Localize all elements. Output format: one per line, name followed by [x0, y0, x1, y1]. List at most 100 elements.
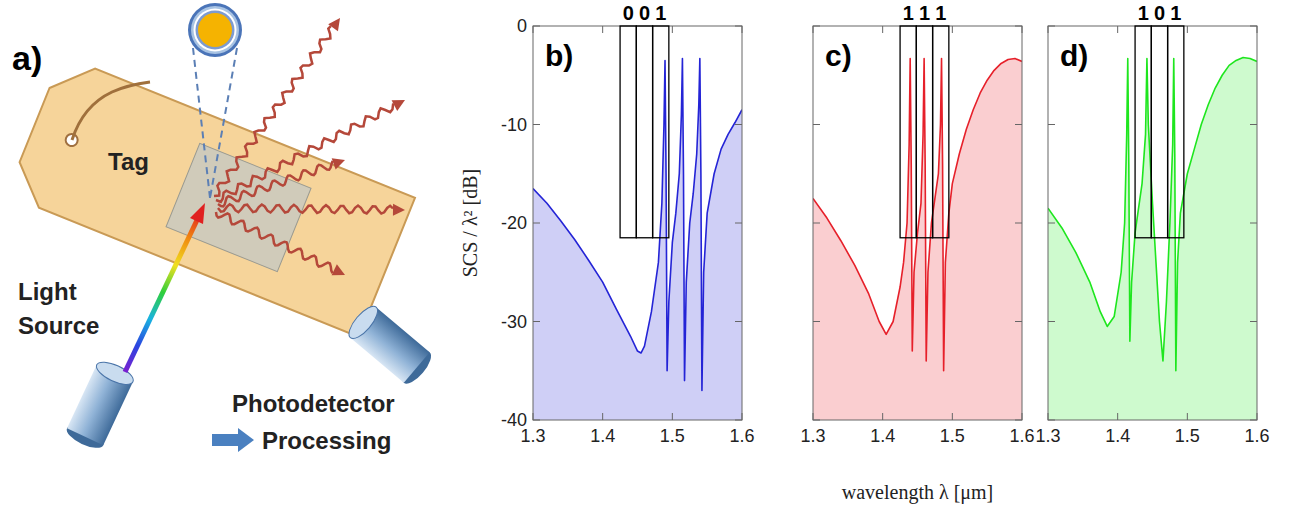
y-tick: [533, 420, 540, 421]
curve: [813, 59, 1022, 371]
x-tick: [672, 413, 673, 420]
scattered-wave: [218, 204, 393, 213]
y-tick: [1250, 321, 1257, 322]
x-tick: [1187, 413, 1188, 420]
bit-label: 0: [623, 2, 634, 24]
wave-head: [392, 100, 405, 111]
x-tick: [1048, 26, 1049, 33]
x-tick: [602, 413, 603, 420]
x-tick: [952, 413, 953, 420]
chart: 1.31.41.51.6111c)wavelength λ [μm]: [800, 2, 1034, 504]
bit-window: [916, 26, 932, 238]
y-tick: [1015, 321, 1022, 322]
y-tick: [533, 321, 540, 322]
y-tick: [813, 223, 820, 224]
x-tick-label: 1.3: [800, 426, 825, 446]
x-tick-label: 1.5: [1175, 426, 1200, 446]
x-tick: [952, 26, 953, 33]
x-tick: [1022, 413, 1023, 420]
particle-shell: [194, 9, 237, 52]
plot-area: [813, 59, 1022, 421]
area-fill: [533, 59, 742, 421]
tag-hole: [64, 132, 80, 148]
bit-window: [900, 26, 916, 238]
particle-shell: [196, 11, 235, 50]
x-tick: [1117, 26, 1118, 33]
x-tick: [742, 26, 743, 33]
bit-window: [1168, 26, 1184, 238]
y-tick: [1048, 321, 1055, 322]
y-tick: [1015, 124, 1022, 125]
x-tick: [882, 26, 883, 33]
bit-label: 1: [655, 2, 666, 24]
bit-window: [933, 26, 949, 238]
y-tick: [813, 321, 820, 322]
bit-label: 1: [1170, 2, 1181, 24]
x-tick: [533, 413, 534, 420]
figure: Taga)LightSourcePhotodetectorProcessing1…: [0, 0, 1291, 512]
y-tick: [1048, 223, 1055, 224]
wave-head: [332, 264, 345, 275]
x-tick-label: 1.4: [1105, 426, 1130, 446]
wave-head: [393, 204, 405, 216]
x-tick-label: 1.6: [1244, 426, 1269, 446]
frame: [813, 26, 1022, 420]
diagram: Taga)LightSourcePhotodetectorProcessing: [6, 3, 435, 454]
y-tick: [1048, 26, 1055, 27]
chart: 1.31.41.51.6-40-30-20-100001b)SCS / λ² […: [459, 2, 755, 446]
x-tick: [602, 26, 603, 33]
plot-area: [1048, 58, 1257, 420]
y-tick: [533, 223, 540, 224]
x-tick: [1257, 26, 1258, 33]
panel-label: c): [825, 39, 852, 72]
x-tick: [533, 26, 534, 33]
x-tick: [1257, 413, 1258, 420]
y-tick: [1250, 420, 1257, 421]
photodetector: [344, 302, 436, 388]
x-tick: [813, 413, 814, 420]
y-axis-title: SCS / λ² [dB]: [459, 169, 481, 278]
x-tick: [813, 26, 814, 33]
source-line: Source: [18, 312, 99, 339]
y-tick: [735, 223, 742, 224]
x-tick-label: 1.6: [729, 426, 754, 446]
source-label: Light Source: [18, 278, 99, 339]
y-tick: [735, 321, 742, 322]
detector-label: Photodetector: [232, 390, 395, 417]
x-tick-label: 1.6: [1009, 426, 1034, 446]
cylinder-front: [344, 302, 382, 343]
source-line: Light: [18, 278, 77, 305]
panel-label: a): [12, 39, 42, 77]
bit-label: 1: [1138, 2, 1149, 24]
x-axis-title: wavelength λ [μm]: [842, 481, 993, 504]
x-tick: [1022, 26, 1023, 33]
y-tick: [533, 124, 540, 125]
y-tick: [1048, 420, 1055, 421]
y-tick: [1250, 223, 1257, 224]
y-tick-label: -10: [501, 115, 527, 135]
bit-window: [653, 26, 669, 238]
y-tick-label: 0: [517, 16, 527, 36]
bit-label: 1: [903, 2, 914, 24]
tag-string: [72, 82, 150, 140]
panel-label: b): [545, 39, 573, 72]
y-tick: [1250, 26, 1257, 27]
x-tick-label: 1.5: [940, 426, 965, 446]
x-tick-label: 1.3: [1035, 426, 1060, 446]
y-tick-label: -40: [501, 410, 527, 430]
y-tick-label: -30: [501, 312, 527, 332]
plot-area: [533, 59, 742, 421]
particle-shell: [191, 6, 239, 54]
y-tick: [1015, 420, 1022, 421]
output-label: Processing: [262, 427, 391, 454]
y-tick: [1015, 223, 1022, 224]
zoom-line: [193, 48, 210, 198]
x-tick: [882, 413, 883, 420]
x-tick: [1187, 26, 1188, 33]
bit-window: [1135, 26, 1151, 238]
y-tick: [813, 26, 820, 27]
incident-beam: [125, 218, 198, 372]
bit-window: [620, 26, 636, 238]
particle-shell: [188, 3, 242, 57]
y-tick: [1250, 124, 1257, 125]
